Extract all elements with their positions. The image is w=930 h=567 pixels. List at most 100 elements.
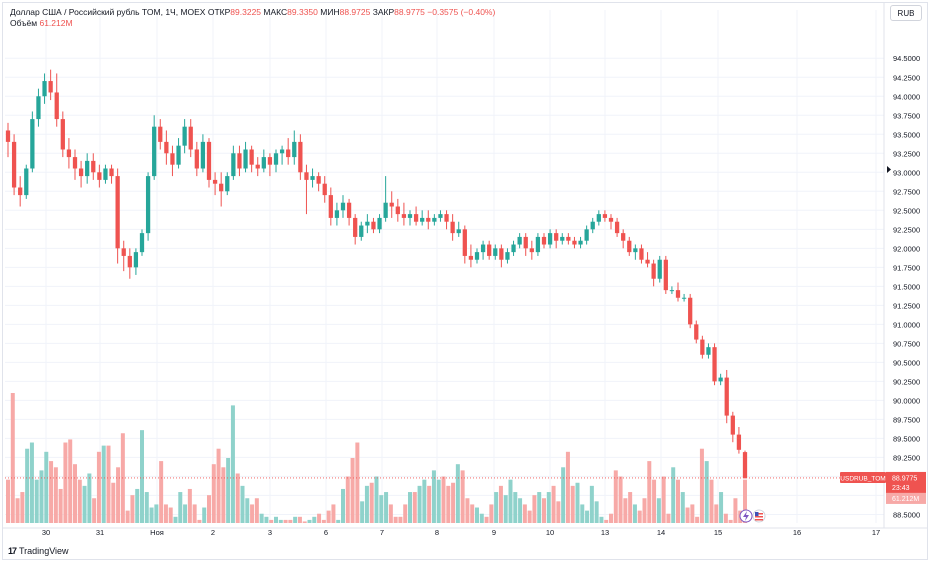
candle-body bbox=[5, 130, 11, 142]
candle-body bbox=[578, 240, 583, 245]
candle-body bbox=[261, 157, 266, 169]
volume-bar bbox=[408, 492, 412, 523]
y-tick-label: 90.0000 bbox=[893, 396, 920, 405]
volume-bar bbox=[336, 519, 341, 523]
candle-body bbox=[645, 259, 650, 264]
candle-body bbox=[426, 217, 431, 222]
volume-bar bbox=[436, 479, 441, 523]
candle-body bbox=[340, 202, 346, 211]
volume-bar bbox=[87, 473, 92, 523]
volume-bar bbox=[341, 488, 345, 523]
volume-bar bbox=[101, 445, 106, 523]
volume-bar bbox=[250, 504, 255, 523]
price-tag-value: 88.9775 bbox=[892, 475, 917, 482]
volume-bar bbox=[398, 516, 403, 523]
flag-stripe-icon bbox=[755, 516, 763, 518]
chart-frame bbox=[2, 2, 928, 560]
volume-bar bbox=[575, 482, 580, 523]
close-label: ЗАКР bbox=[372, 7, 395, 17]
volume-label: Объём bbox=[10, 18, 38, 28]
candle-body bbox=[145, 176, 151, 234]
volume-bar bbox=[44, 451, 49, 523]
volume-bar bbox=[652, 479, 657, 523]
candle-body bbox=[675, 290, 681, 298]
volume-bar bbox=[508, 479, 513, 523]
volume-bar bbox=[551, 485, 556, 523]
y-tick-label: 93.0000 bbox=[893, 168, 920, 177]
volume-bar bbox=[68, 439, 73, 523]
candle-body bbox=[78, 168, 84, 177]
candle-body bbox=[188, 126, 193, 150]
volume-bar bbox=[384, 492, 389, 523]
flag-stripe-icon bbox=[755, 519, 763, 521]
volume-bar bbox=[618, 476, 623, 523]
volume-bar bbox=[709, 479, 714, 523]
candle-body bbox=[468, 255, 474, 260]
x-tick-label: 30 bbox=[42, 528, 50, 537]
x-tick-label: 15 bbox=[714, 528, 722, 537]
volume-bar bbox=[207, 495, 211, 523]
volume-bar bbox=[460, 470, 465, 523]
candle-body bbox=[328, 195, 333, 218]
x-tick-label: 2 bbox=[211, 528, 215, 537]
candle-body bbox=[267, 157, 273, 165]
flag-canton-icon bbox=[755, 512, 759, 516]
volume-bar bbox=[183, 504, 188, 523]
y-tick-label: 92.7500 bbox=[893, 187, 920, 196]
volume-bar bbox=[422, 479, 427, 523]
volume-bar bbox=[417, 485, 422, 523]
volume-bar bbox=[632, 504, 637, 523]
candle-body bbox=[511, 244, 516, 253]
volume-bar bbox=[163, 504, 168, 523]
candle-body bbox=[91, 160, 96, 173]
candle-body bbox=[316, 176, 321, 184]
volume-bar bbox=[451, 482, 456, 523]
flag-stripe-icon bbox=[755, 513, 763, 515]
symbol-tag-label: USDRUB_TOM bbox=[840, 475, 885, 482]
candle-body bbox=[85, 160, 90, 177]
candle-body bbox=[487, 244, 492, 256]
volume-bar bbox=[39, 470, 44, 523]
y-tick-label: 93.7500 bbox=[893, 111, 920, 120]
candle-body bbox=[121, 248, 126, 256]
x-tick-label: 16 bbox=[793, 528, 801, 537]
volume-bar bbox=[556, 501, 561, 523]
candle-body bbox=[206, 141, 212, 180]
candle-body bbox=[462, 229, 467, 256]
candle-body bbox=[681, 297, 687, 299]
y-tick-label: 89.7500 bbox=[893, 415, 920, 424]
symbol-title[interactable]: Доллар США / Российский рубль TOM, 1Ч, M… bbox=[10, 7, 206, 17]
volume-bar bbox=[15, 498, 20, 523]
tradingview-logo[interactable]: 17 TradingView bbox=[8, 546, 69, 556]
candle-body bbox=[322, 183, 327, 196]
y-tick-label: 94.2500 bbox=[893, 73, 920, 82]
y-tick-label: 89.2500 bbox=[893, 453, 920, 462]
y-tick-label: 90.2500 bbox=[893, 377, 920, 386]
volume-bar bbox=[723, 513, 728, 523]
candle-body bbox=[365, 221, 370, 226]
candle-body bbox=[371, 221, 376, 230]
x-tick-label: 10 bbox=[546, 528, 554, 537]
currency-button[interactable]: RUB bbox=[890, 5, 922, 21]
candle-body bbox=[651, 263, 656, 279]
volume-bar bbox=[283, 519, 288, 523]
volume-bar bbox=[704, 461, 709, 523]
candle-body bbox=[389, 202, 394, 207]
volume-bar bbox=[484, 516, 489, 523]
volume-bar bbox=[159, 461, 164, 523]
volume-bar bbox=[168, 507, 173, 523]
candle-body bbox=[694, 324, 699, 340]
candle-body bbox=[212, 179, 218, 184]
volume-bar bbox=[379, 495, 384, 523]
x-tick-label: Ноя bbox=[150, 528, 164, 537]
volume-bar bbox=[680, 492, 685, 523]
volume-bar bbox=[613, 470, 618, 523]
volume-bar bbox=[642, 498, 647, 523]
candle-body bbox=[231, 153, 236, 177]
high-value: 89.3350 bbox=[287, 7, 318, 17]
volume-bar bbox=[149, 507, 154, 523]
candle-body bbox=[590, 221, 595, 230]
volume-bar bbox=[479, 513, 484, 523]
